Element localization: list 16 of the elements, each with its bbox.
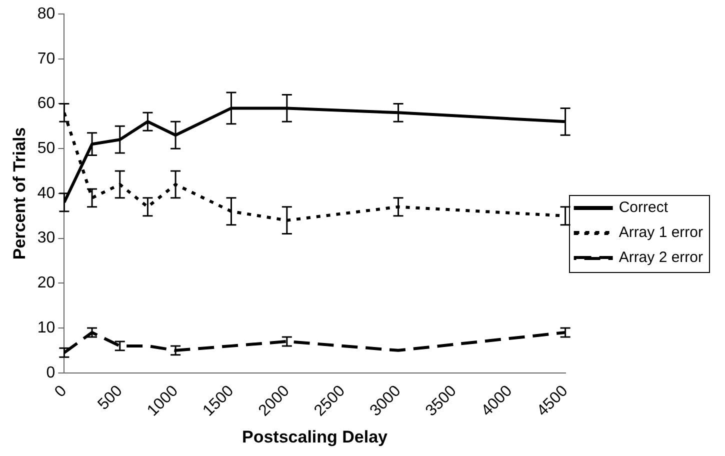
legend-label: Array 2 error [618,249,704,266]
y-tick-label: 40 [37,184,56,202]
y-tick-label: 0 [46,364,56,382]
y-tick-label: 20 [37,274,56,292]
y-axis-title: Percent of Trials [10,127,29,260]
y-tick-label: 10 [37,319,56,336]
legend-label: Array 1 error [618,224,704,242]
y-tick-label: 80 [37,5,56,22]
x-tick-label: 500 [94,382,126,414]
x-axis-title: Postscaling Delay [242,427,388,446]
y-tick-label: 30 [37,230,56,247]
y-tick-label: 50 [37,140,56,157]
y-tick-label: 60 [37,95,56,112]
y-tick-label: 70 [37,50,56,68]
x-tick-label: 0 [52,382,70,401]
legend-label: Correct [618,199,669,216]
